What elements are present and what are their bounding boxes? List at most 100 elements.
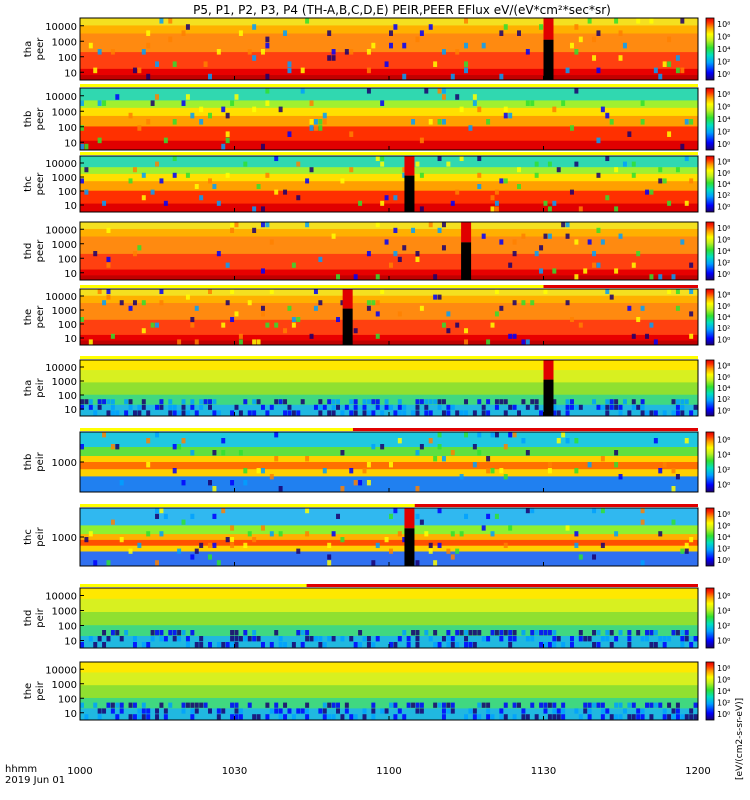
heatmap-cell bbox=[415, 642, 420, 648]
heatmap-cell bbox=[190, 404, 195, 410]
heatmap-band bbox=[80, 432, 698, 448]
heatmap-cell bbox=[194, 708, 199, 714]
heatmap-cell bbox=[658, 702, 663, 708]
heatmap-cell bbox=[362, 404, 367, 410]
heatmap-cell bbox=[499, 178, 504, 184]
heatmap-cell bbox=[274, 322, 279, 328]
colorbar-tick-label: 10⁰ bbox=[717, 202, 730, 211]
colorbar bbox=[705, 87, 715, 151]
colorbar-tick-label: 10⁶ bbox=[717, 521, 730, 530]
heatmap-cell bbox=[313, 636, 318, 642]
heatmap-cell bbox=[561, 714, 566, 720]
heatmap-cell bbox=[472, 708, 477, 714]
colorbar-tick-label: 10⁴ bbox=[717, 45, 730, 54]
heatmap-cell bbox=[252, 24, 257, 30]
heatmap-cell bbox=[499, 399, 504, 405]
colorbar-tick-label: 10⁰ bbox=[717, 335, 730, 344]
heatmap-cell bbox=[84, 143, 89, 150]
heatmap-cell bbox=[596, 630, 601, 636]
heatmap-cell bbox=[287, 61, 292, 67]
panel-thc-peer: 10 100 1000 10000 thc peer 10⁸ 10⁶ 10⁴ 10² 10⁰ bbox=[23, 152, 730, 213]
heatmap-cell bbox=[300, 88, 305, 94]
heatmap-cell bbox=[80, 399, 84, 405]
heatmap-cell bbox=[437, 119, 442, 125]
x-axis-label-date: 2019 Jun 01 bbox=[5, 775, 65, 786]
heatmap-cell bbox=[592, 508, 597, 514]
heatmap-cell bbox=[375, 542, 380, 549]
heatmap-cell bbox=[486, 410, 491, 416]
heatmap-band bbox=[80, 360, 698, 371]
heatmap-cell bbox=[415, 702, 420, 708]
heatmap-cell bbox=[441, 399, 446, 405]
heatmap-cell bbox=[199, 195, 204, 201]
heatmap-tha-peer bbox=[80, 18, 698, 81]
heatmap-cell bbox=[225, 112, 230, 119]
colorbar bbox=[705, 288, 715, 346]
heatmap-cell bbox=[97, 289, 102, 295]
heatmap-cell bbox=[132, 167, 137, 173]
colorbar-tick-label: 10⁸ bbox=[717, 224, 730, 233]
heatmap-cell bbox=[614, 206, 619, 212]
heatmap-cell bbox=[680, 239, 685, 245]
heatmap-cell bbox=[609, 642, 614, 648]
heatmap-cell bbox=[675, 410, 680, 416]
heatmap-cell bbox=[353, 714, 358, 720]
heatmap-cell bbox=[433, 294, 438, 300]
heatmap-cell bbox=[569, 404, 574, 410]
heatmap-cell bbox=[640, 636, 645, 642]
heatmap-cell bbox=[481, 233, 486, 239]
heatmap-cell bbox=[216, 642, 221, 648]
heatmap-cell bbox=[477, 450, 482, 456]
heatmap-cell bbox=[428, 24, 433, 30]
data-gap bbox=[543, 39, 554, 80]
heatmap-cell bbox=[358, 480, 363, 486]
heatmap-cell bbox=[472, 410, 477, 416]
heatmap-cell bbox=[631, 262, 636, 268]
heatmap-band bbox=[80, 253, 698, 271]
heatmap-cell bbox=[437, 642, 442, 648]
data-gap bbox=[543, 379, 554, 416]
heatmap-cell bbox=[208, 178, 212, 184]
heatmap-cell bbox=[592, 554, 597, 560]
heatmap-cell bbox=[234, 708, 239, 714]
heatmap-cell bbox=[132, 702, 137, 708]
heatmap-cell bbox=[238, 30, 243, 36]
heatmap-band bbox=[80, 236, 698, 255]
heatmap-cell bbox=[155, 94, 160, 100]
heatmap-cell bbox=[684, 438, 689, 444]
heatmap-cell bbox=[296, 548, 301, 554]
heatmap-cell bbox=[366, 399, 371, 405]
heatmap-cell bbox=[605, 708, 610, 714]
heatmap-cell bbox=[667, 714, 672, 720]
heatmap-cell bbox=[569, 642, 574, 648]
heatmap-cell bbox=[503, 399, 508, 405]
heatmap-cell bbox=[371, 42, 376, 49]
heatmap-cell bbox=[221, 438, 226, 444]
panel-label-probe: the bbox=[23, 683, 34, 699]
heatmap-cell bbox=[459, 410, 464, 416]
heatmap-cell bbox=[419, 172, 424, 178]
heatmap-cell bbox=[128, 404, 133, 410]
heatmap-cell bbox=[618, 474, 623, 480]
heatmap-cell bbox=[494, 289, 499, 295]
heatmap-cell bbox=[340, 300, 345, 306]
heatmap-cell bbox=[88, 636, 93, 642]
heatmap-cell bbox=[477, 714, 482, 720]
heatmap-cell bbox=[543, 630, 548, 636]
heatmap-cell bbox=[552, 106, 557, 113]
y-tick-label: 10 bbox=[64, 138, 77, 149]
heatmap-cell bbox=[274, 156, 279, 162]
heatmap-cell bbox=[278, 714, 283, 720]
heatmap-cell bbox=[208, 480, 212, 486]
heatmap-cell bbox=[490, 714, 495, 720]
colorbar-tick-label: 10² bbox=[717, 57, 730, 66]
heatmap-cell bbox=[592, 36, 597, 43]
heatmap-cell bbox=[380, 444, 385, 450]
heatmap-cell bbox=[415, 630, 420, 636]
heatmap-cell bbox=[649, 18, 654, 24]
heatmap-cell bbox=[137, 125, 142, 131]
heatmap-cell bbox=[464, 18, 469, 24]
heatmap-cell bbox=[234, 714, 239, 720]
heatmap-cell bbox=[415, 486, 420, 492]
heatmap-cell bbox=[393, 227, 398, 234]
